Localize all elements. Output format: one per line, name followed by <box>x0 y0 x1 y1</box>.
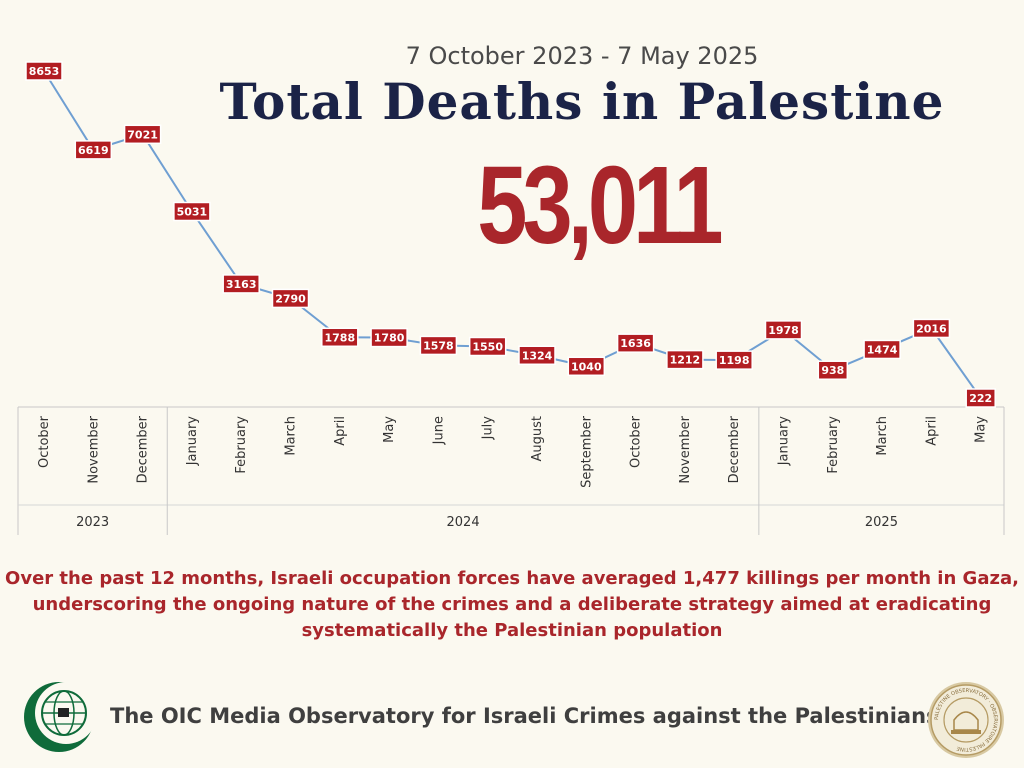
data-label: 1578 <box>423 339 454 352</box>
data-label: 938 <box>821 364 844 377</box>
x-tick-label: April <box>333 416 348 446</box>
data-label: 6619 <box>78 144 109 157</box>
footer-organization: The OIC Media Observatory for Israeli Cr… <box>110 704 939 728</box>
data-label: 1212 <box>670 354 701 367</box>
data-label-box <box>468 336 507 357</box>
data-point: 1788 <box>321 327 359 348</box>
oic-logo-icon <box>24 682 96 752</box>
data-point: 1198 <box>715 350 753 370</box>
x-tick-label: February <box>826 416 841 474</box>
x-tick-label: September <box>579 415 594 488</box>
x-tick-label: November <box>678 415 693 483</box>
data-label-box <box>965 388 996 408</box>
x-tick-label: January <box>185 416 200 467</box>
data-label: 1198 <box>719 354 750 367</box>
data-point: 1978 <box>764 320 803 340</box>
data-point: 1040 <box>567 356 606 377</box>
data-label-box <box>715 350 753 370</box>
data-label-box <box>666 349 704 370</box>
data-label-box <box>863 339 901 360</box>
data-label: 8653 <box>29 65 60 78</box>
data-label-box <box>518 345 556 366</box>
data-label: 1780 <box>374 332 405 345</box>
year-label: 2023 <box>76 515 109 530</box>
data-point: 5031 <box>173 201 211 222</box>
data-point: 1550 <box>468 336 507 357</box>
data-point: 1636 <box>616 333 655 353</box>
data-point: 3163 <box>222 274 260 294</box>
data-label-box <box>370 327 408 348</box>
data-point: 6619 <box>74 140 113 160</box>
x-tick-label: January <box>777 416 792 467</box>
data-label: 2016 <box>916 322 947 335</box>
data-label: 1324 <box>522 349 553 362</box>
data-point: 222 <box>965 388 996 408</box>
data-label: 1040 <box>571 360 602 373</box>
x-tick-label: December <box>136 415 151 483</box>
year-label: 2025 <box>865 515 898 530</box>
line-chart: 2023 2024 2025 October November December Janua… <box>17 61 1005 535</box>
x-tick-label: May <box>974 416 989 443</box>
data-label: 1474 <box>867 343 898 356</box>
data-label-box <box>271 288 310 309</box>
data-label: 1636 <box>620 337 651 350</box>
data-label: 3163 <box>226 278 257 291</box>
x-tick-label: October <box>37 415 52 468</box>
x-tick-label: March <box>875 416 890 456</box>
data-point: 2016 <box>912 318 951 339</box>
palestine-observatory-seal-icon: PALESTINE OBSERVATORY · OBSERVATOIRE PAL… <box>928 682 1004 758</box>
x-tick-label: December <box>727 415 742 483</box>
data-label-box <box>817 360 849 380</box>
data-label: 5031 <box>177 205 208 218</box>
data-label: 1978 <box>768 324 799 337</box>
summary-line-2: underscoring the ongoing nature of the c… <box>32 594 992 615</box>
data-point: 1324 <box>518 345 556 366</box>
page-title: Total Deaths in Palestine <box>219 72 945 131</box>
x-tick-label: October <box>629 415 644 468</box>
data-label-box <box>173 201 211 222</box>
summary-line-3: systematically the Palestinian populatio… <box>301 620 723 641</box>
data-label-box <box>222 274 260 294</box>
data-label-box <box>912 318 951 339</box>
data-point: 1780 <box>370 327 408 348</box>
data-label-box <box>123 124 162 145</box>
data-label: 7021 <box>127 128 158 141</box>
data-label: 1550 <box>472 340 503 353</box>
data-point: 1578 <box>419 335 458 356</box>
x-tick-label: July <box>481 416 496 441</box>
x-tick-label: March <box>284 416 299 456</box>
data-label: 2790 <box>275 292 306 305</box>
data-point: 8653 <box>25 61 63 81</box>
summary-note: Over the past 12 months, Israeli occupat… <box>0 566 1024 644</box>
x-tick-label: February <box>234 416 249 474</box>
data-label-box <box>419 335 458 356</box>
x-tick-label: June <box>431 416 446 445</box>
data-label-box <box>616 333 655 353</box>
year-label: 2024 <box>447 515 480 530</box>
x-tick-label: April <box>924 416 939 446</box>
data-label-box <box>764 320 803 340</box>
date-range-subtitle: 7 October 2023 - 7 May 2025 <box>405 42 759 70</box>
data-point: 2790 <box>271 288 310 309</box>
data-label-box <box>25 61 63 81</box>
data-label: 222 <box>969 392 992 405</box>
data-point: 7021 <box>123 124 162 145</box>
x-tick-label: August <box>530 416 545 462</box>
data-label: 1788 <box>324 331 355 344</box>
data-point: 938 <box>817 360 849 380</box>
data-label-box <box>321 327 359 348</box>
data-label-box <box>74 140 113 160</box>
summary-line-1: Over the past 12 months, Israeli occupat… <box>5 568 1019 589</box>
data-point: 1212 <box>666 349 704 370</box>
x-tick-label: May <box>382 416 397 443</box>
x-tick-label: November <box>86 415 101 483</box>
total-deaths-figure: 53,011 <box>477 144 723 267</box>
data-label-box <box>567 356 606 377</box>
data-point: 1474 <box>863 339 901 360</box>
